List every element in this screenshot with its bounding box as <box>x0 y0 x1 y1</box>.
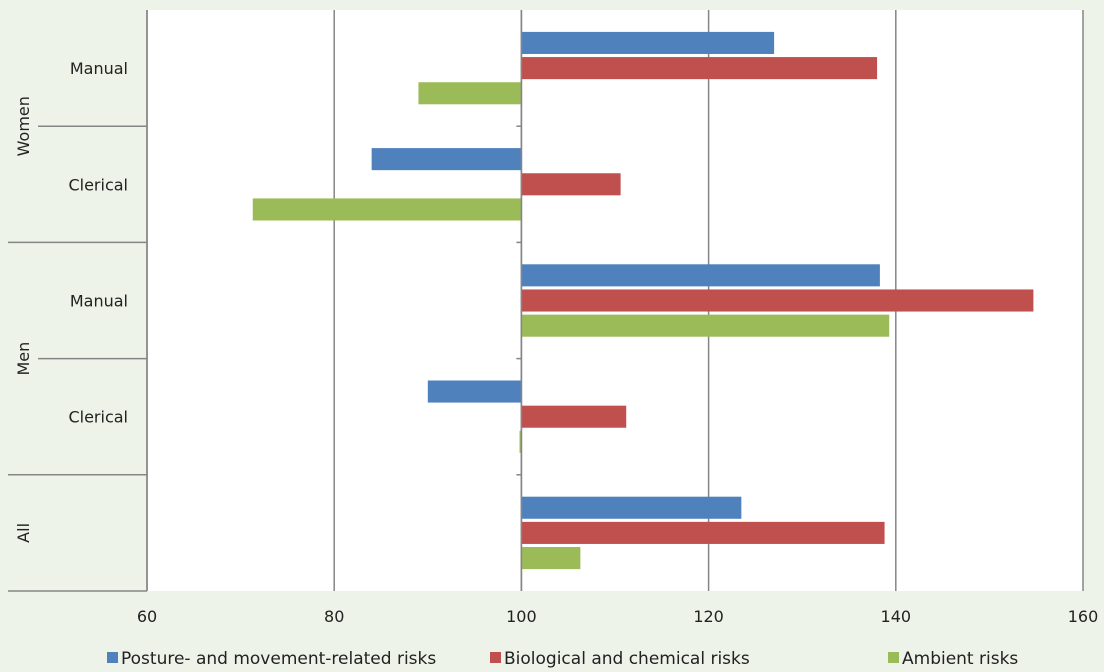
category-label-4: Clerical <box>68 408 128 427</box>
legend-label-2: Biological and chemical risks <box>504 649 750 669</box>
legend-swatch-1 <box>107 652 118 663</box>
bar-2-2 <box>521 173 621 196</box>
bar-3-5 <box>521 547 581 570</box>
bar-3-1 <box>418 82 522 105</box>
group-label-1: Women <box>14 96 33 156</box>
x-tick-label-0: 60 <box>137 607 157 626</box>
bar-3-3 <box>521 314 890 337</box>
bar-3-2 <box>252 198 522 221</box>
x-tick-label-2: 100 <box>506 607 537 626</box>
x-tick-label-5: 160 <box>1068 607 1099 626</box>
bar-1-1 <box>521 31 775 54</box>
bar-2-3 <box>521 289 1034 312</box>
legend-label-3: Ambient risks <box>902 649 1018 669</box>
category-label-1: Manual <box>70 59 128 78</box>
bar-3-4 <box>519 430 522 453</box>
bar-2-5 <box>521 521 885 544</box>
x-tick-label-4: 140 <box>881 607 912 626</box>
legend-swatch-3 <box>888 652 899 663</box>
category-label-2: Clerical <box>68 175 128 194</box>
legend-swatch-2 <box>490 652 501 663</box>
group-label-3: All <box>14 523 33 543</box>
legend-label-1: Posture- and movement-related risks <box>121 649 436 669</box>
bar-1-5 <box>521 496 742 519</box>
category-label-3: Manual <box>70 292 128 311</box>
bar-1-2 <box>371 148 522 171</box>
x-tick-label-3: 120 <box>693 607 724 626</box>
bar-2-4 <box>521 405 627 428</box>
bar-1-4 <box>427 380 522 403</box>
group-label-2: Men <box>14 342 33 376</box>
bar-1-3 <box>521 264 880 287</box>
bar-2-1 <box>521 57 878 80</box>
x-tick-label-1: 80 <box>324 607 344 626</box>
